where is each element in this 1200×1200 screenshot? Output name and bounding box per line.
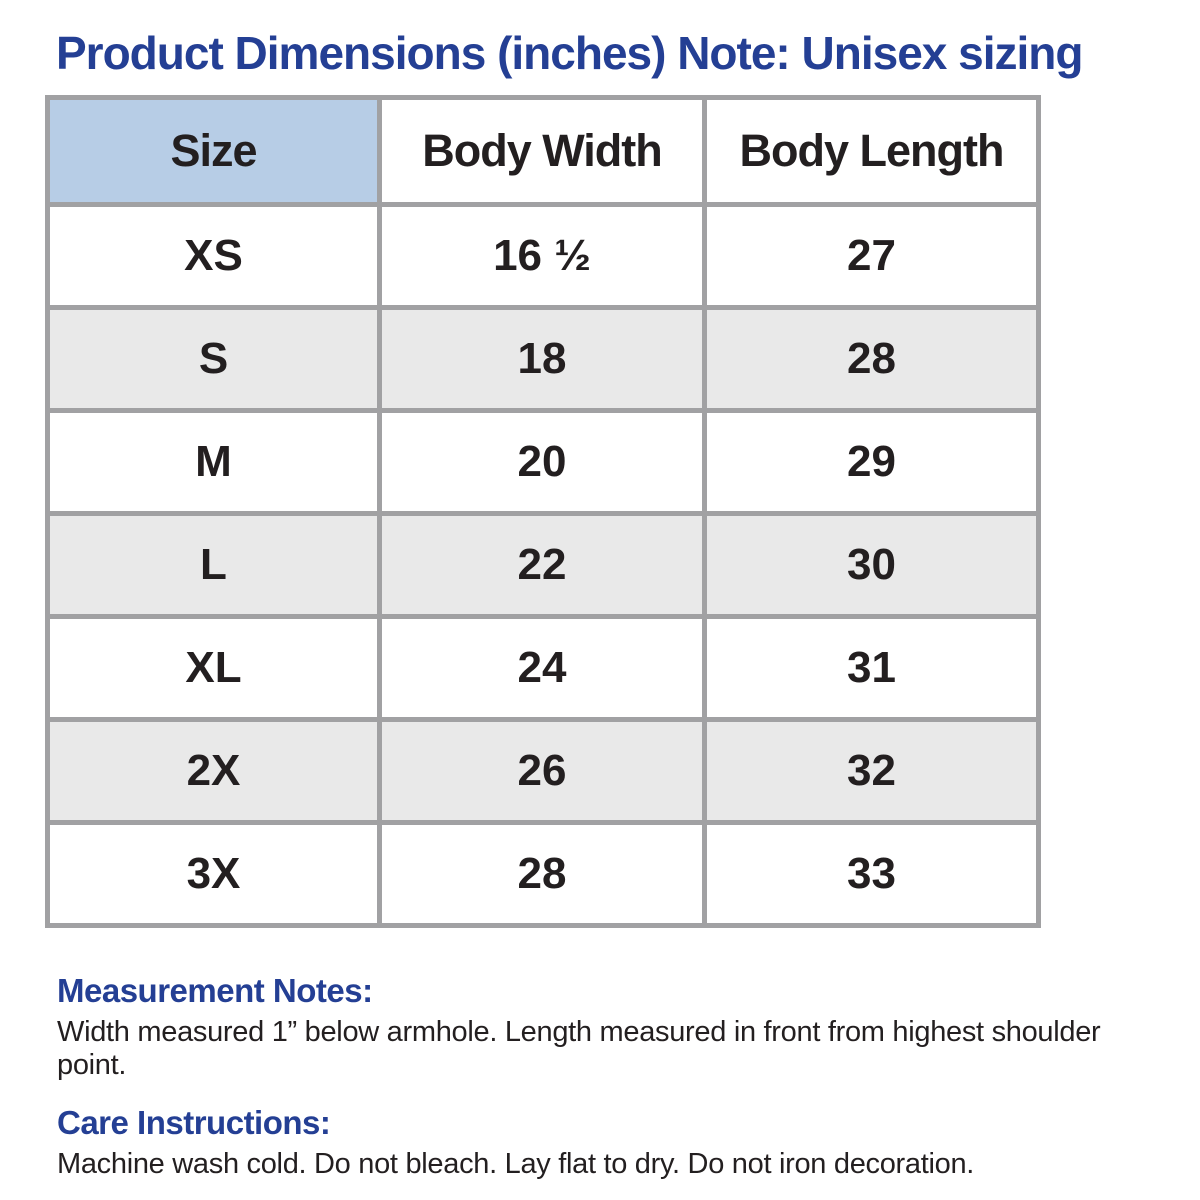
cell-body-length: 31 bbox=[702, 614, 1041, 722]
size-chart-table: Size Body Width Body Length XS 16 ½ 27 S… bbox=[45, 95, 1041, 928]
cell-size: 2X bbox=[45, 717, 382, 825]
column-header-body-length: Body Length bbox=[702, 95, 1041, 207]
measurement-notes-heading: Measurement Notes: bbox=[57, 972, 373, 1009]
cell-body-length: 33 bbox=[702, 820, 1041, 928]
table-row-m: M 20 29 bbox=[45, 408, 1041, 516]
cell-body-width: 24 bbox=[377, 614, 707, 722]
cell-size: XS bbox=[45, 202, 382, 310]
cell-body-width: 18 bbox=[377, 305, 707, 413]
notes-section: Measurement Notes: Width measured 1” bel… bbox=[57, 972, 1167, 1200]
cell-size: 3X bbox=[45, 820, 382, 928]
cell-size: XL bbox=[45, 614, 382, 722]
cell-body-length: 30 bbox=[702, 511, 1041, 619]
page-title: Product Dimensions (inches) Note: Unisex… bbox=[56, 27, 1083, 79]
cell-body-width: 16 ½ bbox=[377, 202, 707, 310]
table-row-xs: XS 16 ½ 27 bbox=[45, 202, 1041, 310]
care-instructions-heading: Care Instructions: bbox=[57, 1104, 331, 1141]
column-header-size: Size bbox=[45, 95, 382, 207]
table-row-3x: 3X 28 33 bbox=[45, 820, 1041, 928]
column-header-body-width: Body Width bbox=[377, 95, 707, 207]
cell-body-length: 29 bbox=[702, 408, 1041, 516]
cell-size: M bbox=[45, 408, 382, 516]
cell-size: L bbox=[45, 511, 382, 619]
cell-body-length: 27 bbox=[702, 202, 1041, 310]
cell-body-width: 20 bbox=[377, 408, 707, 516]
cell-body-width: 28 bbox=[377, 820, 707, 928]
measurement-notes-text: Width measured 1” below armhole. Length … bbox=[57, 1016, 1101, 1081]
cell-body-length: 32 bbox=[702, 717, 1041, 825]
table-row-l: L 22 30 bbox=[45, 511, 1041, 619]
cell-size: S bbox=[45, 305, 382, 413]
table-row-2x: 2X 26 32 bbox=[45, 717, 1041, 825]
cell-body-width: 22 bbox=[377, 511, 707, 619]
cell-body-length: 28 bbox=[702, 305, 1041, 413]
table-header-row: Size Body Width Body Length bbox=[45, 95, 1041, 207]
care-instructions-text: Machine wash cold. Do not bleach. Lay fl… bbox=[57, 1148, 975, 1180]
cell-body-width: 26 bbox=[377, 717, 707, 825]
table-row-s: S 18 28 bbox=[45, 305, 1041, 413]
table-row-xl: XL 24 31 bbox=[45, 614, 1041, 722]
